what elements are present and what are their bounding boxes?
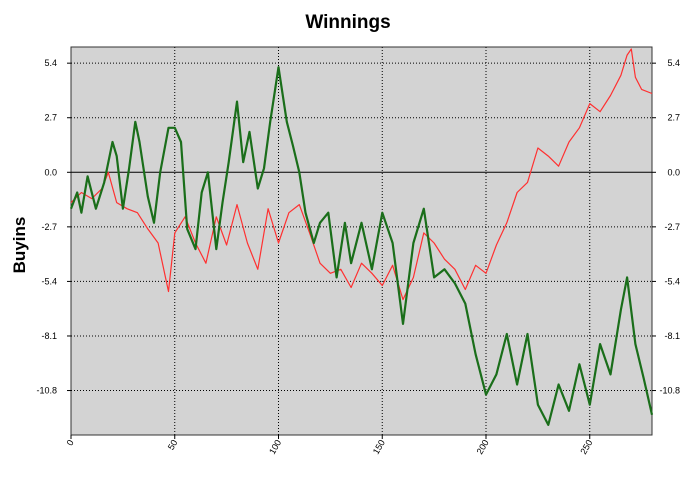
y-tick-label-right: -2.7 [664, 222, 680, 232]
y-tick-label-right: -10.8 [659, 386, 680, 396]
y-tick-label: -2.7 [41, 222, 57, 232]
y-tick-label-right: -8.1 [664, 331, 680, 341]
plot-area [70, 46, 653, 436]
axis-ticks: 5.4 5.4 2.7 2.7 0.0 0.0 -2.7 -2.7 -5.4 -5.4 -8.1 -8… [36, 58, 680, 456]
y-tick-label: 2.7 [44, 113, 57, 123]
y-axis-label: Buyins [10, 217, 29, 274]
y-tick-label: 5.4 [44, 58, 57, 68]
y-tick-label-right: 0.0 [667, 167, 680, 177]
y-tick-label: -10.8 [36, 386, 57, 396]
y-tick-label: -8.1 [41, 331, 57, 341]
y-tick-label-right: 5.4 [667, 58, 680, 68]
y-tick-label: -5.4 [41, 276, 57, 286]
x-tick-label: 50 [166, 438, 180, 452]
y-tick-label: 0.0 [44, 167, 57, 177]
chart-title: Winnings [305, 12, 390, 33]
x-tick-label: 0 [65, 438, 76, 447]
grid-lines [71, 47, 652, 435]
series-line-green [69, 66, 654, 426]
y-tick-label-right: 2.7 [667, 113, 680, 123]
series-line-red [70, 48, 653, 301]
series-group [69, 48, 654, 426]
y-tick-label-right: -5.4 [664, 276, 680, 286]
